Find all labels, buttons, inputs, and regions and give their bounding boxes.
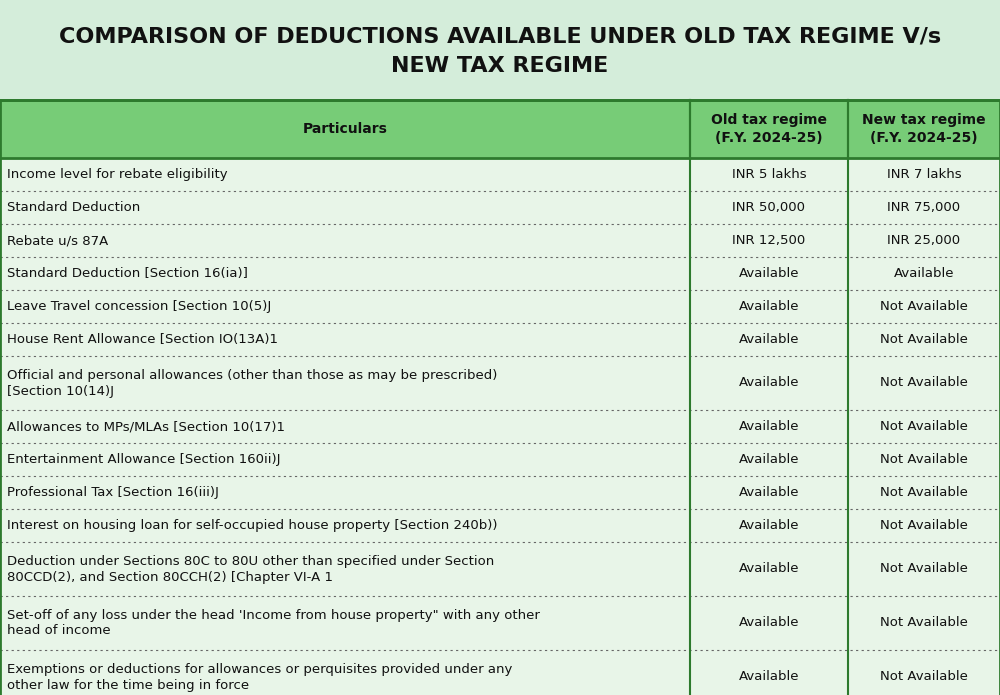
Text: Available: Available [739,616,799,630]
Text: Not Available: Not Available [880,562,968,575]
Text: INR 12,500: INR 12,500 [732,234,806,247]
Text: Deduction under Sections 80C to 80U other than specified under Section
80CCD(2),: Deduction under Sections 80C to 80U othe… [7,555,494,584]
Bar [0,650,1000,695]
Text: Official and personal allowances (other than those as may be prescribed)
[Sectio: Official and personal allowances (other … [7,368,497,398]
Text: Particulars: Particulars [303,122,387,136]
Text: Leave Travel concession [Section 10(5)J: Leave Travel concession [Section 10(5)J [7,300,271,313]
Bar [0,356,1000,410]
Text: New tax regime
(F.Y. 2024-25): New tax regime (F.Y. 2024-25) [862,113,986,145]
Text: INR 50,000: INR 50,000 [732,201,806,214]
Text: Available: Available [739,453,799,466]
Bar [0,100,1000,695]
Text: Not Available: Not Available [880,453,968,466]
Bar [0,596,1000,650]
Text: NEW TAX REGIME: NEW TAX REGIME [391,56,609,76]
Text: Standard Deduction [Section 16(ia)]: Standard Deduction [Section 16(ia)] [7,267,248,280]
Text: Standard Deduction: Standard Deduction [7,201,140,214]
Text: Not Available: Not Available [880,519,968,532]
Bar [0,476,1000,509]
Text: House Rent Allowance [Section IO(13A)1: House Rent Allowance [Section IO(13A)1 [7,333,278,346]
Text: Not Available: Not Available [880,616,968,630]
Bar [0,542,1000,596]
Text: Exemptions or deductions for allowances or perquisites provided under any
other : Exemptions or deductions for allowances … [7,662,512,692]
Text: Not Available: Not Available [880,333,968,346]
Text: Interest on housing loan for self-occupied house property [Section 240b)): Interest on housing loan for self-occupi… [7,519,498,532]
Bar [0,191,1000,224]
Bar [0,410,1000,443]
Text: INR 25,000: INR 25,000 [887,234,961,247]
Text: Available: Available [894,267,954,280]
Text: INR 5 lakhs: INR 5 lakhs [732,168,806,181]
Text: Rebate u/s 87A: Rebate u/s 87A [7,234,108,247]
Bar [0,158,1000,191]
Text: Set-off of any loss under the head 'Income from house property" with any other
h: Set-off of any loss under the head 'Inco… [7,609,540,637]
Text: Available: Available [739,562,799,575]
Text: Income level for rebate eligibility: Income level for rebate eligibility [7,168,228,181]
Text: Available: Available [739,486,799,499]
Text: Not Available: Not Available [880,486,968,499]
Text: Not Available: Not Available [880,671,968,683]
Bar [0,257,1000,290]
Text: Entertainment Allowance [Section 160ii)J: Entertainment Allowance [Section 160ii)J [7,453,280,466]
Text: INR 75,000: INR 75,000 [887,201,961,214]
Bar [0,509,1000,542]
Text: Not Available: Not Available [880,420,968,433]
Text: Not Available: Not Available [880,377,968,389]
Bar [0,0,1000,100]
Text: Available: Available [739,420,799,433]
Text: Available: Available [739,671,799,683]
Text: Professional Tax [Section 16(iii)J: Professional Tax [Section 16(iii)J [7,486,219,499]
Bar [0,443,1000,476]
Bar [0,323,1000,356]
Bar [0,290,1000,323]
Bar [0,224,1000,257]
Text: Not Available: Not Available [880,300,968,313]
Text: Old tax regime
(F.Y. 2024-25): Old tax regime (F.Y. 2024-25) [711,113,827,145]
Text: COMPARISON OF DEDUCTIONS AVAILABLE UNDER OLD TAX REGIME V/s: COMPARISON OF DEDUCTIONS AVAILABLE UNDER… [59,26,941,46]
Text: Available: Available [739,267,799,280]
Text: Available: Available [739,519,799,532]
Bar [0,100,1000,158]
Text: Available: Available [739,377,799,389]
Text: Available: Available [739,333,799,346]
Text: INR 7 lakhs: INR 7 lakhs [887,168,961,181]
Text: Allowances to MPs/MLAs [Section 10(17)1: Allowances to MPs/MLAs [Section 10(17)1 [7,420,285,433]
Text: Available: Available [739,300,799,313]
